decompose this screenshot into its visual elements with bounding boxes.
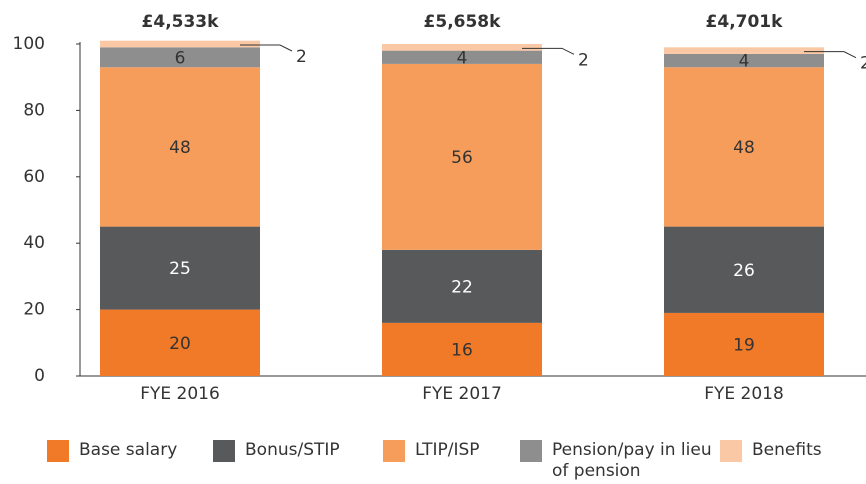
bar-segment <box>100 47 260 68</box>
legend-item: Base salary <box>47 440 239 462</box>
legend-swatch <box>47 440 69 462</box>
data-label: 22 <box>451 277 473 297</box>
total-label: £5,658k <box>424 12 502 32</box>
y-tick-label: 40 <box>23 233 45 253</box>
legend-label: LTIP/ISP <box>415 440 480 460</box>
legend-label: Pension/pay in lieu of pension <box>552 440 712 481</box>
bar-segment <box>664 312 824 376</box>
leader-line <box>522 47 575 55</box>
data-label: 19 <box>733 335 755 355</box>
legend-item: Benefits <box>720 440 866 462</box>
bar-segment <box>664 47 824 54</box>
y-tick-label: 60 <box>23 167 45 187</box>
y-tick-label: 80 <box>23 100 45 120</box>
total-label: £4,533k <box>142 12 220 32</box>
bar-segment <box>382 63 542 250</box>
data-label: 25 <box>169 259 191 279</box>
bar-segment <box>100 40 260 48</box>
data-label: 16 <box>451 340 473 360</box>
legend-item: Bonus/STIP <box>213 440 405 462</box>
bar-segment <box>664 53 824 68</box>
bar-segment <box>664 226 824 313</box>
bar-segment <box>664 67 824 227</box>
legend-label: Benefits <box>752 440 822 460</box>
data-label: 2 <box>860 54 866 74</box>
legend-item: Pension/pay in lieu of pension <box>520 440 722 482</box>
bar-segment <box>382 322 542 376</box>
y-tick-label: 0 <box>34 366 45 386</box>
y-tick-label: 20 <box>23 300 45 320</box>
legend-item: LTIP/ISP <box>383 440 545 462</box>
legend-label: Bonus/STIP <box>245 440 340 460</box>
x-tick-label: FYE 2017 <box>422 384 502 404</box>
bar-segment <box>100 309 260 376</box>
data-label: 2 <box>578 50 589 70</box>
bar-segment <box>382 44 542 51</box>
bar-segment <box>382 249 542 323</box>
bar-segment <box>100 226 260 310</box>
total-label: £4,701k <box>706 12 784 32</box>
y-tick-label: 100 <box>13 34 45 54</box>
data-label: 48 <box>733 138 755 158</box>
data-label: 6 <box>175 48 186 68</box>
data-label: 4 <box>739 52 750 72</box>
legend-swatch <box>520 440 542 462</box>
legend-swatch <box>213 440 235 462</box>
legend-swatch <box>720 440 742 462</box>
data-label: 2 <box>296 47 307 67</box>
legend: Base salary Bonus/STIP LTIP/ISP Pension/pay… <box>0 440 866 484</box>
x-tick-label: FYE 2016 <box>140 384 220 404</box>
legend-label: Base salary <box>79 440 178 460</box>
x-tick-label: FYE 2018 <box>704 384 784 404</box>
data-label: 4 <box>457 48 468 68</box>
chart: 0 20 40 60 80 100 FYE 2016 20 25 48 6 2 £4,533k FYE 2… <box>13 12 866 404</box>
data-label: 20 <box>169 334 191 354</box>
legend-swatch <box>383 440 405 462</box>
data-label: 48 <box>169 138 191 158</box>
leader-line <box>804 51 857 59</box>
bar-segment <box>382 50 542 64</box>
bar-segment <box>100 67 260 227</box>
leader-line <box>240 44 293 52</box>
data-label: 26 <box>733 261 755 281</box>
data-label: 56 <box>451 148 473 168</box>
